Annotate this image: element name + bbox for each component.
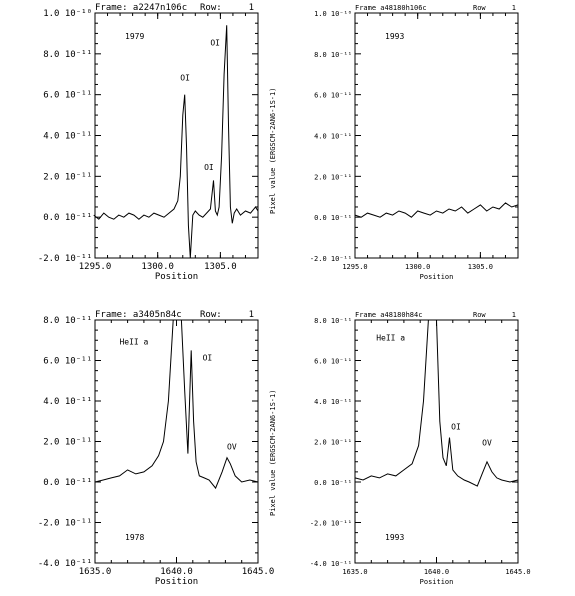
line-annotation: OI xyxy=(210,39,220,48)
y-tick-label: 8.0 10⁻¹¹ xyxy=(314,51,352,59)
x-axis-label: Position xyxy=(155,577,198,587)
row-value: 1 xyxy=(249,3,254,13)
y-tick-label: 1.0 10⁻¹⁰ xyxy=(314,10,352,18)
frame-label: Frame a48180h106c xyxy=(355,4,427,12)
row-value: 1 xyxy=(512,311,516,319)
x-tick-label: 1640.0 xyxy=(424,568,449,576)
row-label: Row: xyxy=(200,310,222,320)
y-tick-label: 2.0 10⁻¹¹ xyxy=(43,438,92,448)
row-label: Row xyxy=(473,311,486,319)
row-value: 1 xyxy=(249,310,254,320)
frame-label: Frame: a3405n84c xyxy=(95,310,182,320)
year-label: 1993 xyxy=(385,533,404,542)
spectrum-line-1 xyxy=(93,25,259,259)
y-tick-label: 4.0 10⁻¹¹ xyxy=(314,398,352,406)
line-annotation: OI xyxy=(203,354,213,363)
line-annotation: OV xyxy=(482,439,492,448)
y-tick-label: 0.0 10⁻¹¹ xyxy=(314,479,352,487)
y-tick-label: 4.0 10⁻¹¹ xyxy=(43,397,92,407)
x-axis-label: Position xyxy=(155,272,198,282)
x-tick-label: 1645.0 xyxy=(505,568,530,576)
chart-panel-2: Frame a48180h106c Row 1 -2.0 10⁻¹¹ 0.0 10⁻¹¹… xyxy=(310,4,519,281)
row-label: Row xyxy=(473,4,486,12)
spectrum-line-1 xyxy=(354,319,519,487)
y-tick-label: 4.0 10⁻¹¹ xyxy=(43,132,92,142)
line-annotation: HeII a xyxy=(376,333,405,342)
y-tick-label: 0.0 10⁻¹¹ xyxy=(43,213,92,223)
year-label: 1993 xyxy=(385,32,404,41)
year-label: 1979 xyxy=(125,32,144,41)
x-axis-label: Position xyxy=(420,273,454,281)
y-tick-label: -2.0 10⁻¹¹ xyxy=(310,255,352,263)
y-tick-label: 2.0 10⁻¹¹ xyxy=(314,439,352,447)
x-tick-label: 1300.0 xyxy=(141,262,174,272)
y-tick-label: 8.0 10⁻¹¹ xyxy=(314,317,352,325)
y-tick-label: 6.0 10⁻¹¹ xyxy=(314,92,352,100)
spectrum-line-1 xyxy=(354,202,519,218)
y-tick-label: 8.0 10⁻¹¹ xyxy=(43,50,92,60)
year-label: 1978 xyxy=(125,533,144,542)
line-annotation: OI xyxy=(451,422,461,431)
x-tick-label: 1295.0 xyxy=(342,263,367,271)
plot-frame xyxy=(354,319,519,564)
x-tick-label: 1635.0 xyxy=(342,568,367,576)
y-tick-label: -2.0 10⁻¹¹ xyxy=(38,519,92,529)
y-tick-label: -4.0 10⁻¹¹ xyxy=(38,559,92,569)
x-tick-label: 1645.0 xyxy=(242,567,275,577)
line-annotation: OI xyxy=(180,73,190,82)
y-tick-label: 8.0 10⁻¹¹ xyxy=(43,316,92,326)
x-tick-label: 1640.0 xyxy=(160,567,193,577)
plot-frame xyxy=(94,319,259,564)
y-tick-label: -2.0 10⁻¹¹ xyxy=(310,520,352,528)
chart-panel-3: Frame: a3405n84c Row: 1 -4.0 10⁻¹¹ -2.0 10⁻¹… xyxy=(38,310,274,587)
row-label: Row: xyxy=(200,3,222,13)
plot-frame xyxy=(354,12,519,259)
line-annotation: HeII a xyxy=(119,337,148,346)
chart-panel-1: Frame: a2247n106c Row: 1 -2.0 10⁻¹¹ 0.0 10⁻¹… xyxy=(38,3,259,282)
y-tick-label: 1.0 10⁻¹⁰ xyxy=(43,9,92,19)
y-axis-label-top: Pixel value (ERGSCM-2AN6-1S-1) xyxy=(269,88,277,214)
x-tick-label: 1305.0 xyxy=(204,262,237,272)
y-tick-label: -2.0 10⁻¹¹ xyxy=(38,254,92,264)
y-tick-label: 6.0 10⁻¹¹ xyxy=(314,358,352,366)
x-tick-label: 1300.0 xyxy=(405,263,430,271)
plot-frame xyxy=(94,12,259,259)
x-axis-label: Position xyxy=(420,578,454,586)
chart-panels: Frame: a2247n106c Row: 1 -2.0 10⁻¹¹ 0.0 10⁻¹… xyxy=(38,3,531,587)
y-tick-label: 4.0 10⁻¹¹ xyxy=(314,133,352,141)
x-tick-label: 1635.0 xyxy=(79,567,112,577)
frame-label: Frame: a2247n106c xyxy=(95,3,187,13)
y-tick-label: 0.0 10⁻¹¹ xyxy=(314,214,352,222)
line-annotation: OI xyxy=(204,163,214,172)
y-tick-label: 6.0 10⁻¹¹ xyxy=(43,357,92,367)
y-tick-label: 0.0 10⁻¹¹ xyxy=(43,478,92,488)
y-tick-label: -4.0 10⁻¹¹ xyxy=(310,560,352,568)
y-tick-label: 6.0 10⁻¹¹ xyxy=(43,91,92,101)
row-value: 1 xyxy=(512,4,516,12)
frame-label: Frame a48180h84c xyxy=(355,311,422,319)
x-tick-label: 1295.0 xyxy=(79,262,112,272)
y-tick-label: 2.0 10⁻¹¹ xyxy=(43,172,92,182)
y-axis-label-bottom: Pixel value (ERGSCM-2AN6-1S-1) xyxy=(269,390,277,516)
x-tick-label: 1305.0 xyxy=(468,263,493,271)
spectrum-line-1 xyxy=(94,319,259,490)
line-annotation: OV xyxy=(227,443,237,452)
y-tick-label: 2.0 10⁻¹¹ xyxy=(314,173,352,181)
chart-panel-4: Frame a48180h84c Row 1 -4.0 10⁻¹¹ -2.0 10⁻¹¹… xyxy=(310,311,531,586)
